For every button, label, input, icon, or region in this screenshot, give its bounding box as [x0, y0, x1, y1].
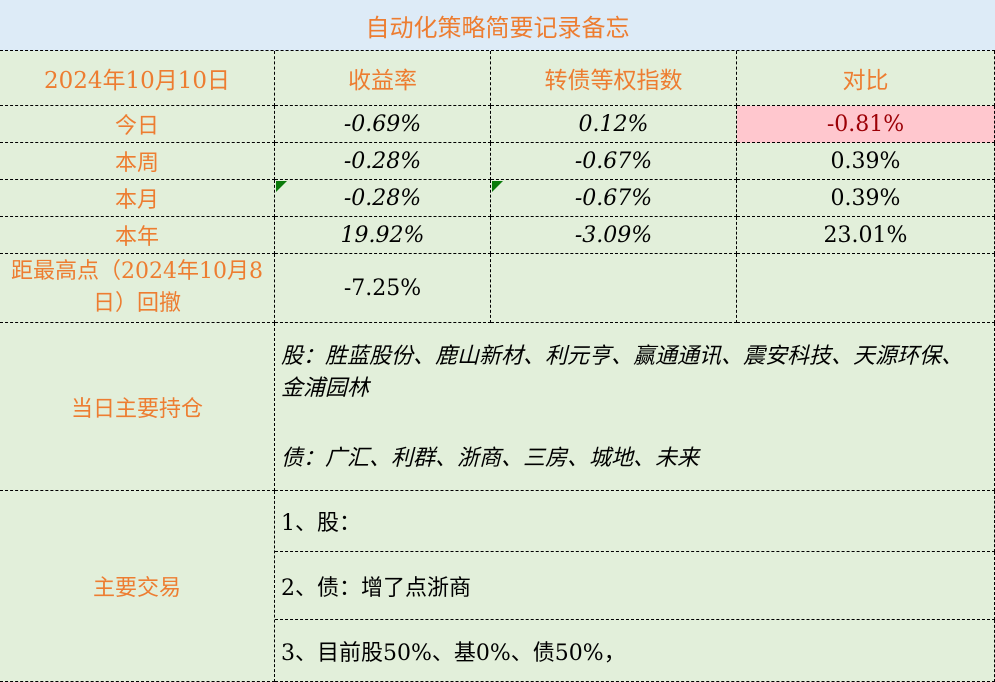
drawdown-value[interactable]: -7.25%	[275, 254, 491, 323]
holdings-bonds: 债：广汇、利群、浙商、三房、城地、未来	[281, 446, 700, 471]
compare-year[interactable]: 23.01%	[737, 217, 995, 254]
empty-cell[interactable]	[491, 254, 737, 323]
return-today[interactable]: -0.69%	[275, 106, 491, 143]
return-year[interactable]: 19.92%	[275, 217, 491, 254]
holdings-stocks: 股：胜蓝股份、鹿山新材、利元亨、赢通通讯、震安科技、天源环保、金浦园林	[281, 344, 964, 401]
compare-month[interactable]: 0.39%	[737, 180, 995, 217]
row-label-today: 今日	[0, 106, 275, 143]
holdings-label: 当日主要持仓	[0, 323, 275, 491]
empty-cell[interactable]	[737, 254, 995, 323]
header-index: 转债等权指数	[491, 51, 737, 106]
row-label-year: 本年	[0, 217, 275, 254]
return-week[interactable]: -0.28%	[275, 143, 491, 180]
trade-item[interactable]: 3、目前股50%、基0%、债50%，	[275, 620, 995, 682]
holdings-cell[interactable]: 股：胜蓝股份、鹿山新材、利元亨、赢通通讯、震安科技、天源环保、金浦园林 债：广汇…	[275, 323, 995, 491]
index-week[interactable]: -0.67%	[491, 143, 737, 180]
row-label-week: 本周	[0, 143, 275, 180]
header-compare: 对比	[737, 51, 995, 106]
sheet-title: 自动化策略简要记录备忘	[0, 0, 995, 51]
trades-label: 主要交易	[0, 491, 275, 682]
compare-today[interactable]: -0.81%	[737, 106, 995, 143]
index-month[interactable]: -0.67%	[491, 180, 737, 217]
error-indicator-icon	[276, 181, 287, 192]
header-return: 收益率	[275, 51, 491, 106]
return-month[interactable]: -0.28%	[275, 180, 491, 217]
error-indicator-icon	[492, 181, 503, 192]
index-year[interactable]: -3.09%	[491, 217, 737, 254]
compare-week[interactable]: 0.39%	[737, 143, 995, 180]
row-label-month: 本月	[0, 180, 275, 217]
trade-item[interactable]: 2、债：增了点浙商	[275, 552, 995, 620]
drawdown-label: 距最高点（2024年10月8日）回撤	[0, 254, 275, 323]
index-today[interactable]: 0.12%	[491, 106, 737, 143]
trade-item[interactable]: 1、股：	[275, 491, 995, 552]
header-date: 2024年10月10日	[0, 51, 275, 106]
